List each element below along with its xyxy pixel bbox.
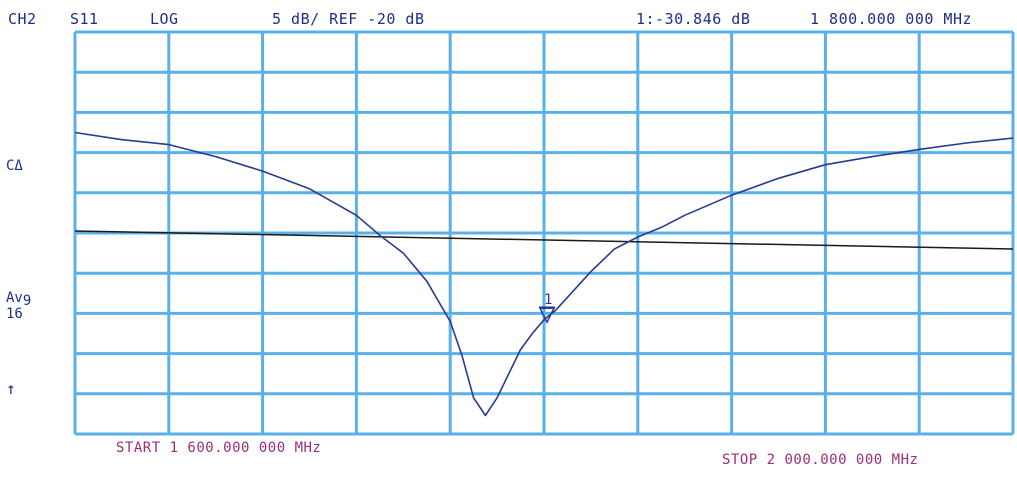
channel-label: CH2 [8,10,37,28]
marker-readout: 1:-30.846 dB [636,10,751,28]
coupling-indicator: CΔ [6,158,23,174]
parameter-label: S11 [70,10,99,28]
up-arrow-icon: ↑ [6,379,16,398]
average-indicator: Av9 16 [6,290,32,322]
start-frequency: START 1 600.000 000 MHz [116,440,322,456]
s11-trace [74,131,1014,417]
scale-label: 5 dB/ REF -20 dB [272,10,425,28]
average-label: Av [6,290,23,306]
graticule [73,30,1015,436]
reference-line [74,230,1014,250]
average-count: 16 [6,306,23,322]
stop-frequency: STOP 2 000.000 000 MHz [722,452,919,468]
marker-triangle-icon [538,307,556,324]
average-sub: 9 [22,293,32,309]
marker-frequency: 1 800.000 000 MHz [810,10,973,28]
format-label: LOG [150,10,179,28]
marker-label: 1 [544,292,552,308]
marker-group: 1 [538,292,556,324]
